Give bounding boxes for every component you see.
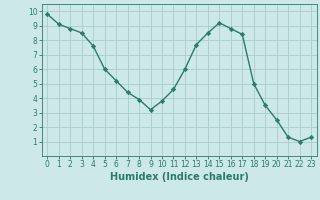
X-axis label: Humidex (Indice chaleur): Humidex (Indice chaleur) [110,172,249,182]
